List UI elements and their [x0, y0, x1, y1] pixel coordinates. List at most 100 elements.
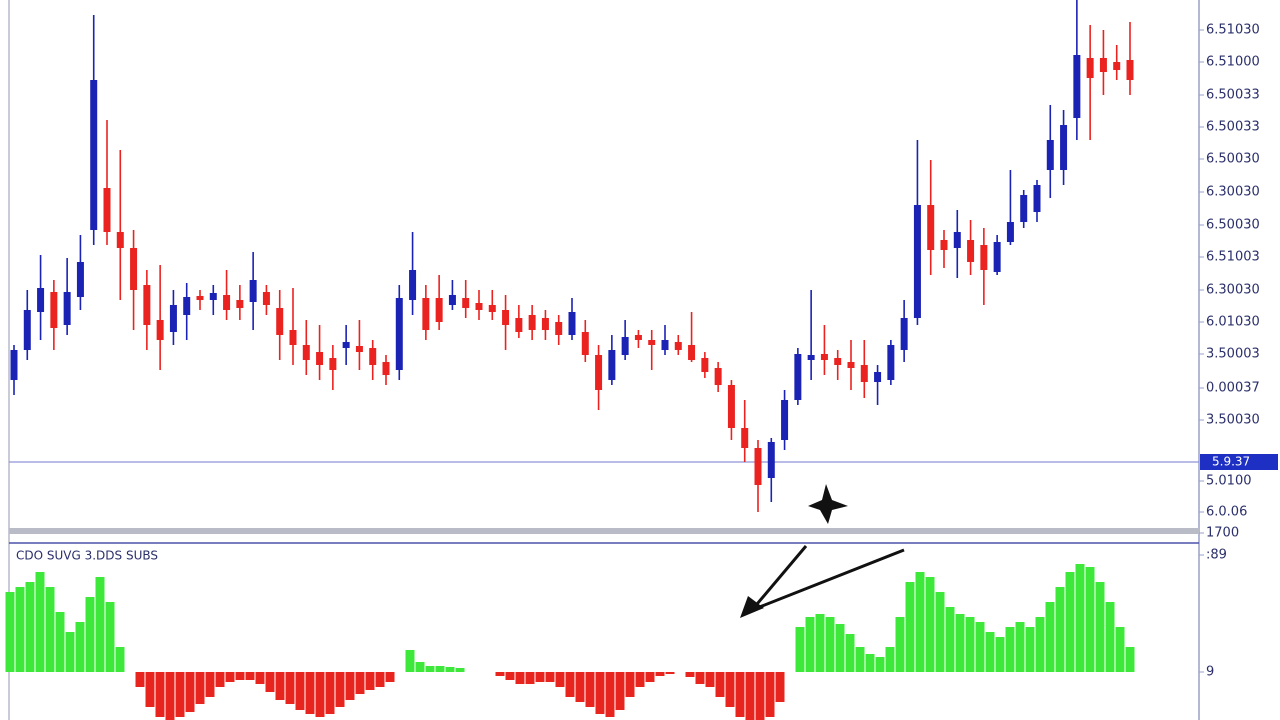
- histogram-bar: [965, 617, 975, 672]
- histogram-bar: [335, 672, 345, 707]
- histogram-bar: [715, 672, 725, 697]
- y-tick-label: 6.51000: [1206, 55, 1260, 70]
- candle-body: [435, 298, 443, 322]
- candle-body: [236, 300, 244, 308]
- y-tick-label: 9: [1206, 665, 1214, 680]
- y-tick-label: 0.00037: [1206, 381, 1260, 396]
- histogram-bar: [885, 647, 895, 672]
- histogram-bar: [1005, 627, 1015, 672]
- y-tick-label: 3.50030: [1206, 413, 1260, 428]
- candle-body: [50, 292, 58, 328]
- y-tick-label: 3.50003: [1206, 347, 1260, 362]
- candle-body: [714, 368, 722, 385]
- candle-body: [1060, 125, 1068, 170]
- y-tick-label: 5.0100: [1206, 474, 1252, 489]
- candle-body: [37, 288, 45, 312]
- candle-body: [1099, 58, 1107, 72]
- candle-body: [488, 305, 496, 312]
- histogram-bar: [725, 672, 735, 707]
- candle-body: [967, 240, 975, 262]
- candle-body: [727, 385, 735, 428]
- histogram-bar: [595, 672, 605, 714]
- candle-body: [10, 350, 18, 380]
- histogram-bar: [135, 672, 145, 687]
- candle-body: [183, 297, 191, 315]
- histogram-bar: [435, 666, 445, 672]
- histogram-bar: [925, 577, 935, 672]
- candle-body: [249, 280, 257, 302]
- histogram-bar: [215, 672, 225, 687]
- histogram-bar: [275, 672, 285, 700]
- histogram-bar: [15, 587, 25, 672]
- histogram-bar: [855, 647, 865, 672]
- histogram-bar: [195, 672, 205, 704]
- y-tick-label: 6.30030: [1206, 283, 1260, 298]
- histogram-bar: [265, 672, 275, 692]
- candle-body: [621, 337, 629, 355]
- annotation: [740, 484, 905, 618]
- histogram-bar: [425, 666, 435, 672]
- y-tick-label: 6.30030: [1206, 185, 1260, 200]
- histogram-bar: [365, 672, 375, 690]
- histogram-bar: [405, 650, 415, 672]
- histogram-bar: [155, 672, 165, 717]
- histogram-bar: [895, 617, 905, 672]
- histogram-bar: [935, 592, 945, 672]
- candle-body: [581, 332, 589, 355]
- histogram-bar: [605, 672, 615, 717]
- candle-body: [103, 188, 111, 232]
- candle-body: [953, 232, 961, 248]
- candle-body: [701, 358, 709, 372]
- histogram-bar: [85, 597, 95, 672]
- histogram-bar: [995, 637, 1005, 672]
- histogram-bar: [625, 672, 635, 697]
- candle-body: [475, 303, 483, 310]
- histogram-bar: [315, 672, 325, 717]
- candle-body: [595, 355, 603, 390]
- histogram-bar: [835, 624, 845, 672]
- candle-body: [342, 342, 350, 348]
- histogram-bar: [75, 622, 85, 672]
- histogram-bar: [145, 672, 155, 707]
- histogram-bar: [555, 672, 565, 687]
- current-price-box: [1200, 454, 1278, 470]
- arrow-line: [750, 545, 808, 611]
- candle-body: [754, 448, 762, 485]
- y-tick-label: 1700: [1206, 526, 1239, 541]
- candle-body: [302, 345, 310, 360]
- candle-body: [541, 318, 549, 330]
- candle-body: [661, 340, 669, 350]
- y-tick-label: 6.51003: [1206, 250, 1260, 265]
- histogram-bar: [1035, 617, 1045, 672]
- candle-body: [767, 442, 775, 478]
- histogram-bar: [795, 627, 805, 672]
- y-tick-label: 6.0.06: [1206, 505, 1247, 520]
- histogram-bar: [5, 592, 15, 672]
- candle-body: [688, 345, 696, 360]
- histogram-bar: [35, 572, 45, 672]
- histogram-bar: [945, 607, 955, 672]
- histogram-bar: [25, 582, 35, 672]
- histogram-bar: [705, 672, 715, 687]
- histogram-bar: [685, 672, 695, 677]
- candle-body: [223, 295, 231, 310]
- candle-body: [528, 315, 536, 330]
- candle-body: [502, 310, 510, 325]
- histogram-bar: [1055, 587, 1065, 672]
- candle-body: [156, 320, 164, 340]
- y-tick-label: 6.50033: [1206, 88, 1260, 103]
- histogram-bar: [765, 672, 775, 717]
- candle-body: [1073, 55, 1081, 118]
- candle-body: [369, 348, 377, 365]
- histogram-bar: [325, 672, 335, 714]
- histogram-bar: [545, 672, 555, 682]
- histogram-bar: [455, 668, 465, 672]
- y-tick-label: 6.51030: [1206, 23, 1260, 38]
- candle-body: [1086, 58, 1094, 78]
- y-tick-label: 6.50030: [1206, 152, 1260, 167]
- histogram-bar: [775, 672, 785, 702]
- histogram-bar: [825, 617, 835, 672]
- candle-body: [847, 362, 855, 368]
- candle-body: [448, 295, 456, 305]
